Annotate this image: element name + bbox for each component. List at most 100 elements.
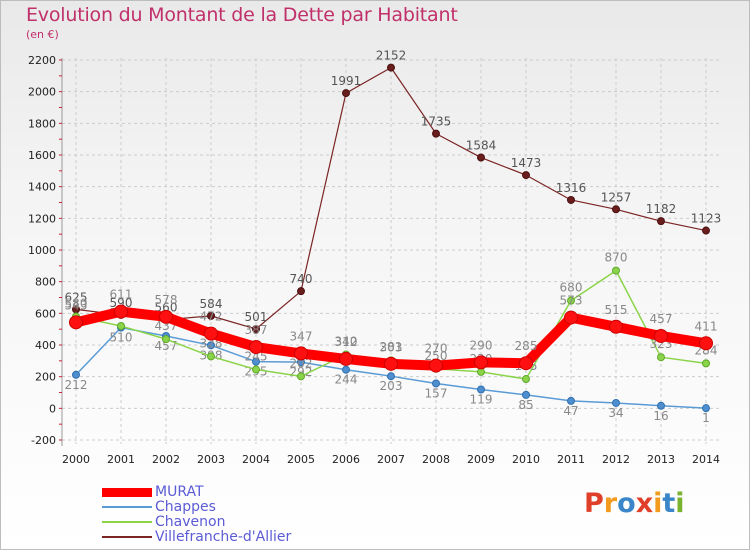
data-point [657, 353, 665, 362]
data-label: 1473 [511, 156, 542, 170]
data-label: 1182 [646, 202, 677, 216]
data-point [657, 401, 665, 410]
data-label: 202 [290, 356, 313, 370]
legend-label-chavenon: Chavenon [155, 514, 226, 530]
data-label: 303 [380, 340, 403, 354]
data-point [387, 372, 395, 381]
y-tick-label: 1000 [28, 244, 56, 257]
data-label: 584 [200, 297, 223, 311]
data-point [159, 309, 173, 324]
data-label: 250 [425, 349, 448, 363]
data-label: 411 [695, 319, 718, 333]
x-tick-label: 2001 [107, 453, 135, 466]
data-label: 281 [380, 340, 403, 354]
x-tick-label: 2002 [152, 453, 180, 466]
data-point [567, 296, 575, 305]
data-point [342, 365, 350, 374]
data-point [72, 370, 80, 379]
data-label: 1 [702, 411, 710, 425]
data-point [252, 357, 260, 366]
data-label: 245 [245, 350, 268, 364]
y-tick-label: 1400 [28, 181, 56, 194]
data-point [477, 385, 485, 394]
data-label: 1316 [556, 181, 587, 195]
data-point [432, 379, 440, 388]
data-label: 270 [425, 342, 448, 356]
data-label: 578 [155, 293, 178, 307]
data-label: 580 [65, 297, 88, 311]
data-point [204, 326, 218, 341]
y-tick-label: 600 [35, 307, 56, 320]
data-point [114, 304, 128, 319]
y-tick-label: 200 [35, 371, 56, 384]
data-point [252, 325, 260, 334]
legend-swatch-chappes [102, 506, 152, 508]
legend-label-chappes: Chappes [155, 499, 216, 515]
x-tick-label: 2006 [332, 453, 360, 466]
data-point [252, 365, 260, 374]
legend-swatch-villefranche [102, 536, 152, 538]
data-label: 1123 [691, 212, 722, 226]
logo-letter: r [603, 488, 618, 519]
data-label: 387 [245, 323, 268, 337]
logo-letter: i [675, 488, 685, 519]
x-tick-label: 2011 [557, 453, 585, 466]
data-label: 457 [155, 339, 178, 353]
data-label: 34 [608, 406, 623, 420]
y-tick-label: 1600 [28, 149, 56, 162]
y-tick-label: 2000 [28, 86, 56, 99]
chart-title: Evolution du Montant de la Dette par Hab… [26, 4, 458, 26]
data-label: 47 [563, 404, 578, 418]
data-point [249, 340, 263, 355]
data-label: 573 [560, 294, 583, 308]
y-tick-label: 1200 [28, 212, 56, 225]
data-point [162, 335, 170, 344]
x-tick-label: 2009 [467, 453, 495, 466]
data-point [339, 351, 353, 366]
logo-letter: P [584, 488, 604, 519]
data-point [612, 266, 620, 275]
y-tick-label: 0 [49, 402, 56, 415]
data-point [612, 205, 620, 214]
data-point [207, 311, 215, 320]
data-point [699, 336, 713, 351]
data-label: 2152 [376, 49, 407, 63]
y-tick-label: 1800 [28, 117, 56, 130]
y-tick-label: 800 [35, 276, 56, 289]
legend-swatch-chavenon [102, 521, 152, 523]
chart-subtitle: (en €) [26, 28, 59, 41]
data-label: 212 [65, 378, 88, 392]
x-tick-label: 2007 [377, 453, 405, 466]
data-point [474, 355, 488, 370]
legend-label-murat: MURAT [155, 484, 204, 500]
x-tick-label: 2013 [647, 453, 675, 466]
logo-letter: i [653, 488, 663, 519]
data-label: 16 [653, 409, 668, 423]
data-label: 285 [515, 339, 538, 353]
data-label: 203 [380, 379, 403, 393]
data-point [294, 346, 308, 361]
data-label: 515 [605, 303, 628, 317]
data-point [612, 398, 620, 407]
data-label: 340 [335, 335, 358, 349]
data-point [567, 396, 575, 405]
data-point [522, 171, 530, 180]
data-point [429, 358, 443, 373]
data-point [342, 89, 350, 98]
data-label: 472 [200, 310, 223, 324]
data-point [609, 319, 623, 334]
data-label: 543 [65, 298, 88, 312]
data-label: 590 [110, 296, 133, 310]
data-point [567, 195, 575, 204]
data-point [387, 63, 395, 72]
data-label: 680 [560, 281, 583, 295]
x-tick-label: 2010 [512, 453, 540, 466]
data-point [207, 341, 215, 350]
data-point [519, 356, 533, 371]
legend-label-villefranche: Villefranche-d'Allier [155, 529, 292, 545]
data-point [117, 322, 125, 330]
data-label: 312 [335, 335, 358, 349]
x-tick-label: 2008 [422, 453, 450, 466]
x-tick-label: 2000 [62, 453, 90, 466]
